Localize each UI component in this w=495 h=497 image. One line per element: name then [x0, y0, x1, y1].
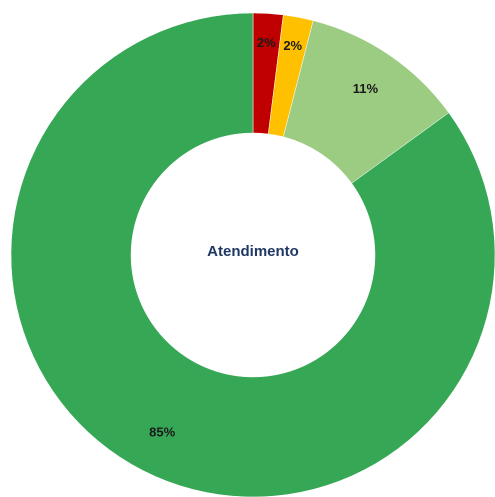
slice-label: 2% — [257, 35, 276, 50]
slice — [10, 12, 495, 497]
center-label: Atendimento — [207, 243, 299, 260]
slice-label: 2% — [283, 38, 302, 53]
slice-label: 85% — [149, 425, 175, 440]
slice-label: 11% — [353, 81, 379, 96]
slices — [10, 12, 495, 497]
labels: 2% 2% 11% 85% — [149, 35, 378, 440]
